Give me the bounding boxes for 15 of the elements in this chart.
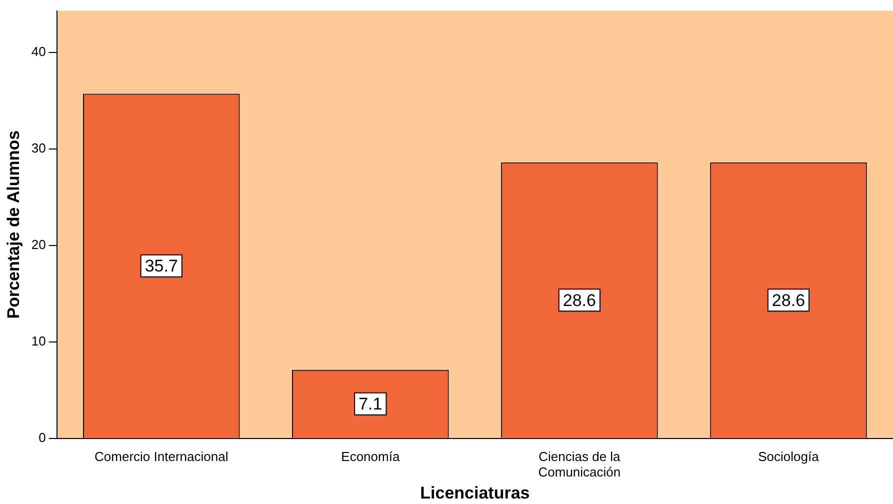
data-label: 7.1 (358, 394, 382, 414)
y-tick-label: 10 (31, 333, 46, 348)
y-tick-label: 0 (38, 430, 46, 445)
y-axis-title: Porcentaje de Alumnos (4, 130, 23, 319)
x-tick-label: Economía (341, 448, 400, 464)
y-tick-label: 20 (31, 236, 46, 252)
data-label: 35.7 (144, 256, 178, 276)
x-tick-label: Sociología (758, 448, 820, 464)
x-axis-title: Licenciaturas (420, 483, 530, 502)
data-label: 28.6 (772, 290, 806, 310)
y-tick-label: 30 (31, 140, 46, 156)
y-tick-label: 40 (31, 44, 46, 59)
x-tick-label: Comercio Internacional (94, 448, 228, 464)
data-label: 28.6 (562, 290, 596, 310)
x-tick-label: Ciencias de la Comunicación (538, 448, 622, 480)
